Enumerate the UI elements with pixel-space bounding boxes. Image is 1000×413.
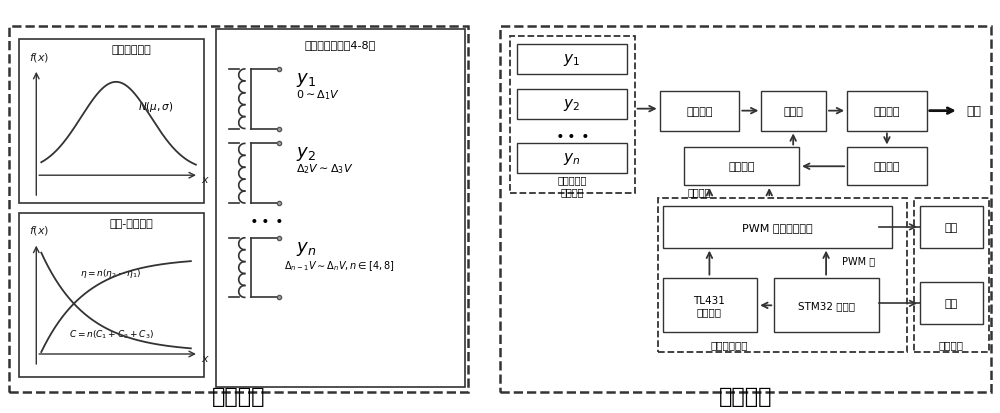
Text: 键盘: 键盘 bbox=[944, 222, 957, 232]
Text: $\bullet\bullet\bullet$: $\bullet\bullet\bullet$ bbox=[249, 211, 283, 225]
Text: $\eta=n(\eta_2-\eta_1)$: $\eta=n(\eta_2-\eta_1)$ bbox=[80, 266, 142, 279]
Text: 选用输入分段为4-8段: 选用输入分段为4-8段 bbox=[305, 40, 376, 50]
Bar bbox=[774, 278, 879, 332]
Bar bbox=[663, 206, 892, 248]
Text: $\Delta_{n-1}V{\sim}\Delta_n V,n{\in}[4,8]$: $\Delta_{n-1}V{\sim}\Delta_n V,n{\in}[4,… bbox=[284, 258, 394, 272]
Bar bbox=[920, 206, 983, 248]
Text: $y_1$: $y_1$ bbox=[563, 52, 580, 68]
Text: 交互部分: 交互部分 bbox=[938, 339, 963, 349]
Text: STM32 单片机: STM32 单片机 bbox=[798, 301, 855, 311]
Bar bbox=[761, 92, 826, 131]
Text: $y_2$: $y_2$ bbox=[296, 145, 315, 163]
Text: 线性调压部分: 线性调压部分 bbox=[711, 339, 748, 349]
Bar bbox=[517, 144, 627, 174]
Text: $y_1$: $y_1$ bbox=[296, 71, 316, 89]
Bar bbox=[663, 278, 757, 332]
Text: 取样电路: 取样电路 bbox=[874, 162, 900, 172]
Bar bbox=[847, 148, 927, 186]
Text: $f(x)$: $f(x)$ bbox=[29, 224, 50, 237]
Text: $C=n(C_1+C_2+C_3)$: $C=n(C_1+C_2+C_3)$ bbox=[69, 328, 154, 341]
Bar bbox=[19, 214, 204, 377]
Bar bbox=[19, 40, 204, 204]
Text: $0{\sim}\Delta_1 V$: $0{\sim}\Delta_1 V$ bbox=[296, 88, 340, 102]
Text: $x$: $x$ bbox=[201, 353, 210, 363]
Bar bbox=[216, 30, 465, 387]
Text: $y_n$: $y_n$ bbox=[563, 151, 581, 167]
Bar bbox=[9, 27, 468, 392]
Text: $y_2$: $y_2$ bbox=[563, 97, 580, 112]
Bar bbox=[684, 148, 799, 186]
Text: 硬件部分: 硬件部分 bbox=[719, 386, 772, 406]
Bar bbox=[847, 92, 927, 131]
Bar bbox=[658, 199, 907, 352]
Bar bbox=[914, 199, 989, 352]
Text: 滤波部分: 滤波部分 bbox=[874, 107, 900, 116]
Text: $\Delta_2 V{\sim}\Delta_3 V$: $\Delta_2 V{\sim}\Delta_3 V$ bbox=[296, 162, 353, 176]
Bar bbox=[920, 283, 983, 325]
Text: 算法部分: 算法部分 bbox=[212, 386, 265, 406]
Text: $y_n$: $y_n$ bbox=[296, 239, 316, 257]
Bar bbox=[500, 27, 991, 392]
Bar bbox=[660, 92, 739, 131]
Text: PWM 波: PWM 波 bbox=[842, 256, 875, 266]
Text: $x$: $x$ bbox=[201, 175, 210, 185]
Text: 参考信号: 参考信号 bbox=[688, 187, 711, 197]
Text: 输出: 输出 bbox=[967, 105, 982, 118]
Text: TL431
精密电源: TL431 精密电源 bbox=[693, 295, 725, 316]
Text: 比较控制: 比较控制 bbox=[728, 162, 755, 172]
Text: 调压管: 调压管 bbox=[783, 107, 803, 116]
Bar bbox=[517, 45, 627, 75]
Text: PWM 调制带隙电源: PWM 调制带隙电源 bbox=[742, 222, 813, 232]
Text: 分段输入与
选择部分: 分段输入与 选择部分 bbox=[557, 175, 586, 197]
Text: 显示: 显示 bbox=[944, 299, 957, 309]
Bar bbox=[510, 37, 635, 194]
Text: $N(\mu,\sigma)$: $N(\mu,\sigma)$ bbox=[138, 100, 174, 114]
Text: $f(x)$: $f(x)$ bbox=[29, 50, 50, 63]
Text: 用户先验信息: 用户先验信息 bbox=[111, 45, 151, 55]
Text: 整流部分: 整流部分 bbox=[686, 107, 713, 116]
Bar bbox=[517, 90, 627, 119]
Text: 成本-效率比例: 成本-效率比例 bbox=[109, 218, 153, 228]
Text: $\bullet\bullet\bullet$: $\bullet\bullet\bullet$ bbox=[555, 127, 589, 141]
